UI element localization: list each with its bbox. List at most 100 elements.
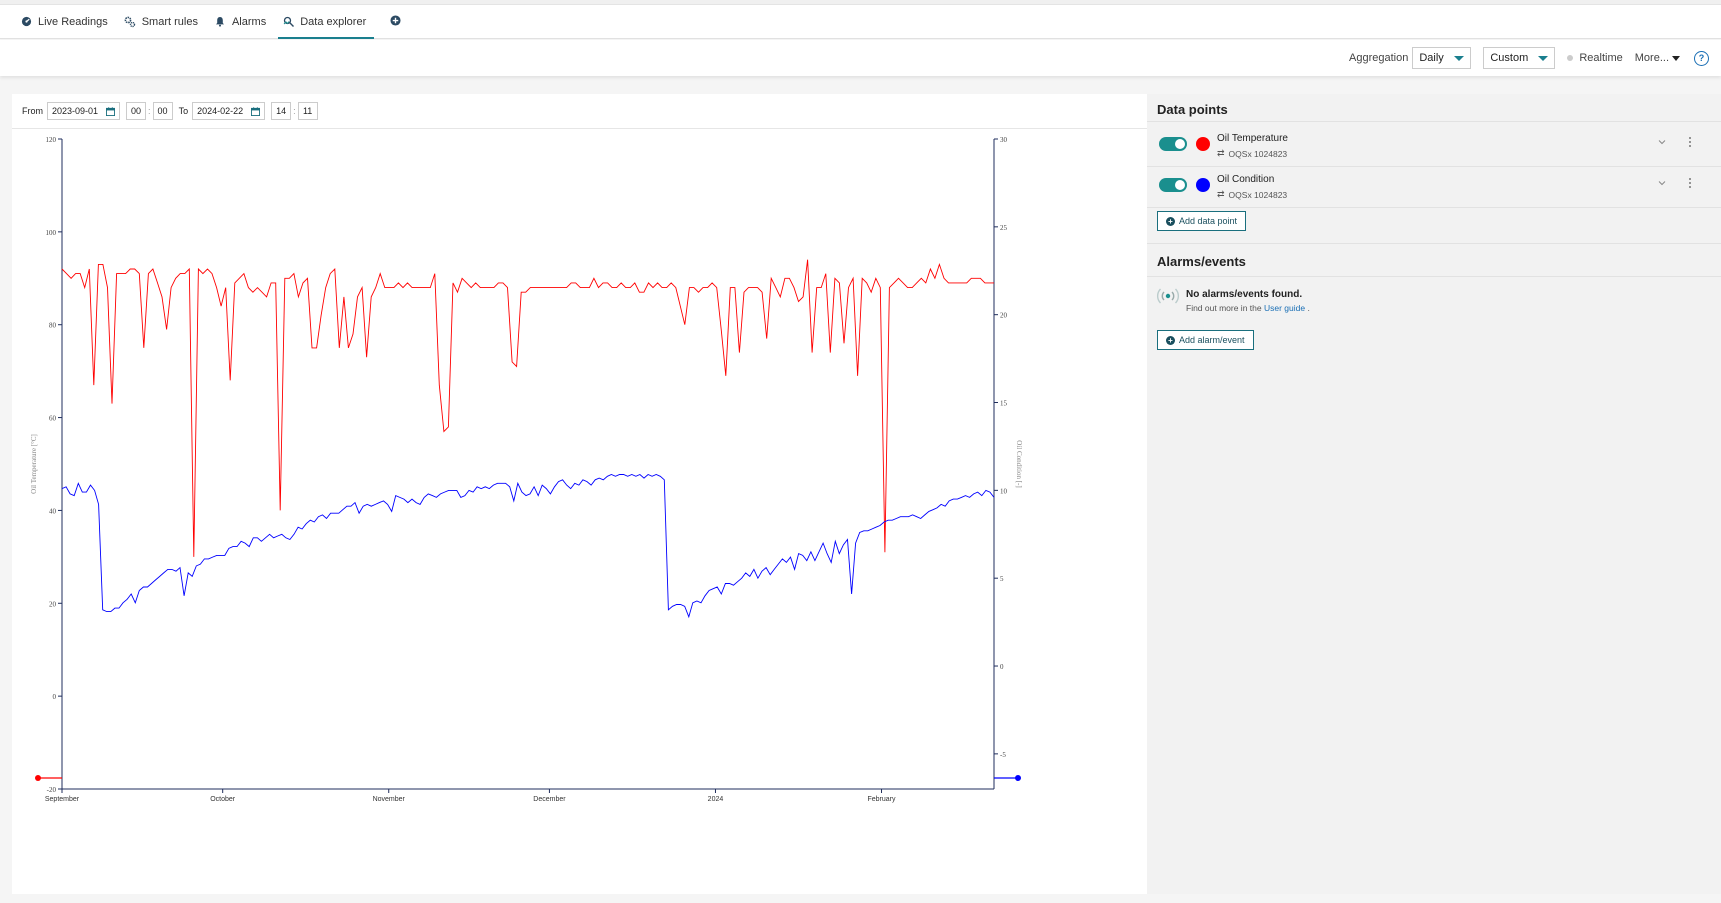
chevron-down-icon[interactable] <box>1658 138 1666 146</box>
left-tick-label: 0 <box>53 693 57 701</box>
right-tick-label: 30 <box>1000 136 1008 144</box>
datapoint-color-swatch[interactable] <box>1196 178 1210 192</box>
datapoint-name: Oil Condition <box>1217 174 1275 185</box>
no-alarms-prefix: Find out more in the <box>1186 303 1262 313</box>
right-tick-label: 5 <box>1000 575 1004 583</box>
help-icon[interactable]: ? <box>1694 50 1709 66</box>
tab-data-explorer[interactable]: Data explorer <box>278 5 375 39</box>
add-datapoint-label: Add data point <box>1179 216 1238 226</box>
right-axis-label: Oil Condition [-] <box>1015 440 1023 487</box>
right-tick-label: 0 <box>1000 663 1004 671</box>
tab-label: Live Readings <box>38 15 108 28</box>
user-guide-link[interactable]: User guide <box>1263 303 1306 313</box>
tab-live-readings[interactable]: Live Readings <box>20 5 116 39</box>
to-date-field[interactable]: 2024-02-22 <box>192 102 266 120</box>
to-minute-value: 11 <box>302 106 313 116</box>
from-date-field[interactable]: 2023-09-01 <box>47 102 121 120</box>
datapoint-toggle[interactable] <box>1159 137 1187 151</box>
x-axis-ticks: September October November December 2024 Febr… <box>45 789 896 803</box>
to-minute-field[interactable]: 11 <box>297 102 318 120</box>
add-alarm-button[interactable]: + Add alarm/event <box>1157 330 1254 350</box>
kebab-menu-icon[interactable] <box>1687 136 1693 148</box>
plus-circle-icon: + <box>1166 216 1175 226</box>
x-tick-label: February <box>868 796 897 803</box>
more-label: More... <box>1634 52 1669 64</box>
to-label: To <box>178 106 189 116</box>
left-tick-label: 100 <box>46 229 57 237</box>
tab-label: Alarms <box>231 15 267 28</box>
right-axis-ticks: -5 0 5 10 15 20 25 30 <box>994 136 1008 759</box>
aggregation-select[interactable]: Daily <box>1412 47 1472 69</box>
divider <box>1147 276 1721 277</box>
side-panel: Data points Oil Temperature ⇄ OQSx 10248… <box>1147 94 1721 894</box>
tab-alarms[interactable]: Alarms <box>214 5 274 39</box>
line-chart[interactable]: -20 0 20 40 60 80 100 120 -5 0 5 10 15 20 25 30 Septem… <box>12 94 1147 894</box>
right-tick-label: 15 <box>1000 400 1008 408</box>
time-separator: : <box>293 106 296 116</box>
realtime-toggle[interactable]: Realtime <box>1579 52 1623 64</box>
from-date-value: 2023-09-01 <box>52 106 99 116</box>
to-date-value: 2024-02-22 <box>197 106 244 116</box>
right-tick-label: 20 <box>1000 312 1008 320</box>
calendar-icon <box>251 106 261 116</box>
datapoint-color-swatch[interactable] <box>1196 137 1210 151</box>
gauge-icon <box>20 15 33 28</box>
x-tick-label: November <box>373 796 406 803</box>
axis-handles <box>35 775 1021 781</box>
series-group <box>61 259 995 619</box>
left-axis-label: Oil Temperature [°C] <box>30 434 38 494</box>
aggregation-value: Daily <box>1419 52 1444 64</box>
datapoint-device: ⇄ OQSx 1024823 <box>1217 189 1287 200</box>
datapoints-title: Data points <box>1157 102 1228 117</box>
time-range-value: Custom <box>1490 52 1529 64</box>
plus-circle-icon: + <box>1166 335 1175 345</box>
chevron-down-icon[interactable] <box>1658 179 1666 187</box>
right-tick-label: 25 <box>1000 224 1008 232</box>
chart-card: From 2023-09-01 00 : 00 To 2024-02-22 14… <box>12 94 1147 894</box>
no-alarms-suffix: . <box>1307 303 1310 313</box>
left-tick-label: 80 <box>49 322 57 330</box>
aggregation-label: Aggregation <box>1349 52 1409 64</box>
time-range-select[interactable]: Custom <box>1483 47 1556 69</box>
broadcast-icon <box>1156 288 1180 304</box>
left-axis-ticks: -20 0 20 40 60 80 100 120 <box>46 136 62 794</box>
add-tab-button[interactable] <box>388 14 402 29</box>
left-tick-label: 60 <box>49 415 57 423</box>
from-hour-field[interactable]: 00 <box>126 102 147 120</box>
datapoint-row[interactable]: Oil Temperature ⇄ OQSx 1024823 <box>1147 122 1721 167</box>
add-datapoint-button[interactable]: + Add data point <box>1157 211 1247 231</box>
chevron-down-icon <box>1454 55 1465 61</box>
gears-icon <box>124 15 137 28</box>
divider <box>1147 243 1721 244</box>
from-minute-field[interactable]: 00 <box>152 102 173 120</box>
to-hour-field[interactable]: 14 <box>271 102 292 120</box>
calendar-icon <box>106 106 116 116</box>
series-line-oil-temperature <box>61 259 994 557</box>
from-label: From <box>22 106 43 116</box>
x-tick-label: December <box>533 796 566 803</box>
more-menu-button[interactable]: More... <box>1635 52 1680 64</box>
tab-smart-rules[interactable]: Smart rules <box>124 5 206 39</box>
realtime-indicator-icon <box>1567 55 1574 61</box>
left-tick-label: 120 <box>46 136 57 144</box>
x-tick-label: September <box>45 796 80 803</box>
from-hour-value: 00 <box>131 106 142 116</box>
device-name: OQSx 1024823 <box>1228 148 1288 159</box>
datapoint-row[interactable]: Oil Condition ⇄ OQSx 1024823 <box>1147 163 1721 208</box>
top-strip <box>0 0 1721 5</box>
divider <box>12 128 1147 129</box>
kebab-menu-icon[interactable] <box>1687 177 1693 189</box>
tab-label: Smart rules <box>141 15 198 28</box>
chevron-down-icon <box>1538 55 1549 61</box>
bell-icon <box>214 15 227 28</box>
tabs-bar: Live Readings Smart rules Alarms Data ex… <box>0 5 1721 39</box>
to-hour-value: 14 <box>276 106 287 116</box>
swap-icon: ⇄ <box>1217 189 1225 199</box>
datapoint-toggle[interactable] <box>1159 178 1187 192</box>
time-separator: : <box>148 106 151 116</box>
left-tick-label: 40 <box>49 507 57 515</box>
right-tick-label: 10 <box>1000 487 1008 495</box>
divider <box>1147 121 1721 122</box>
add-alarm-label: Add alarm/event <box>1179 335 1245 345</box>
tab-label: Data explorer <box>300 15 367 28</box>
